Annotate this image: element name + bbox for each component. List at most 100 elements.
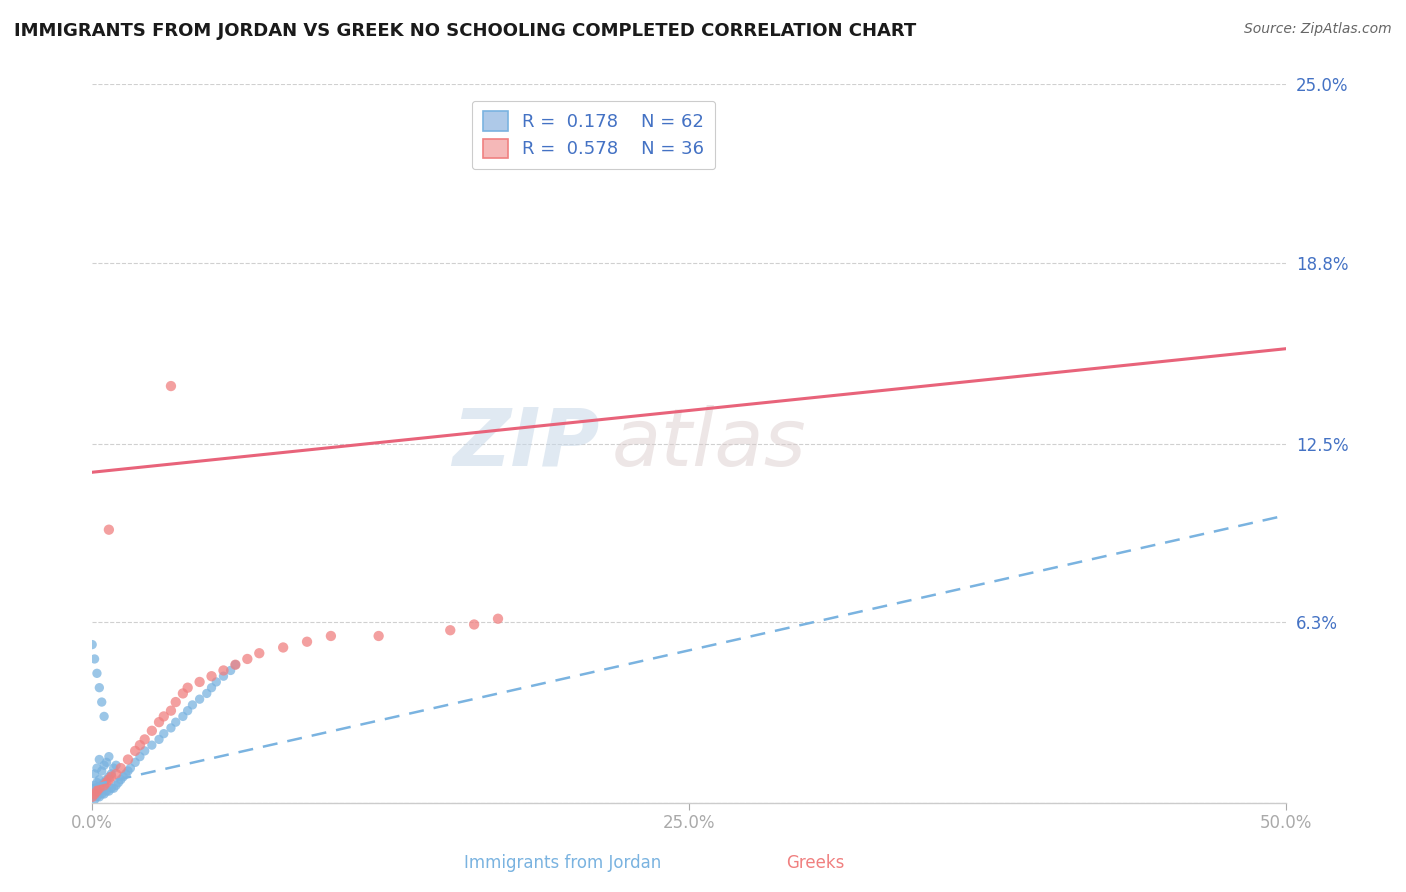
Point <box>200 669 222 683</box>
Point <box>152 709 174 723</box>
Point <box>97 523 120 537</box>
Point <box>134 732 156 747</box>
Point <box>224 657 246 672</box>
Point <box>172 686 194 700</box>
Point <box>124 756 146 770</box>
Point <box>105 758 128 772</box>
Point <box>160 721 183 735</box>
Point <box>93 709 115 723</box>
Point <box>219 664 242 678</box>
Point <box>205 675 228 690</box>
Point <box>83 778 105 792</box>
Point <box>224 657 246 672</box>
Point <box>172 709 194 723</box>
Point <box>271 640 294 655</box>
Point <box>439 624 461 638</box>
Point <box>100 781 122 796</box>
Point <box>89 784 111 798</box>
Point <box>83 652 105 666</box>
Point <box>124 744 146 758</box>
Point <box>160 704 183 718</box>
Point <box>105 767 128 781</box>
Point <box>148 732 170 747</box>
Point <box>100 770 122 784</box>
Point <box>141 738 163 752</box>
Point <box>165 695 187 709</box>
Point <box>486 612 509 626</box>
Point <box>96 784 118 798</box>
Text: IMMIGRANTS FROM JORDAN VS GREEK NO SCHOOLING COMPLETED CORRELATION CHART: IMMIGRANTS FROM JORDAN VS GREEK NO SCHOO… <box>14 22 917 40</box>
Point <box>188 692 211 706</box>
Point <box>141 723 163 738</box>
Point <box>176 704 198 718</box>
Point <box>295 634 318 648</box>
Point <box>152 726 174 740</box>
Point <box>96 775 118 789</box>
Point <box>93 758 115 772</box>
Point <box>83 767 105 781</box>
Point <box>86 784 108 798</box>
Point <box>82 789 104 804</box>
Point <box>103 761 125 775</box>
Point <box>83 787 105 801</box>
Point <box>134 744 156 758</box>
Point <box>97 784 120 798</box>
Text: ZIP: ZIP <box>453 404 599 483</box>
Point <box>97 772 120 787</box>
Point <box>188 675 211 690</box>
Point <box>236 652 259 666</box>
Point <box>93 787 115 801</box>
Point <box>90 695 112 709</box>
Point <box>176 681 198 695</box>
Point <box>90 787 112 801</box>
Point <box>82 789 104 804</box>
Point <box>86 784 108 798</box>
Point <box>83 787 105 801</box>
Point <box>195 686 218 700</box>
Point <box>181 698 204 712</box>
Point <box>100 767 122 781</box>
Legend: R =  0.178    N = 62, R =  0.578    N = 36: R = 0.178 N = 62, R = 0.578 N = 36 <box>472 101 716 169</box>
Point <box>148 715 170 730</box>
Point <box>97 749 120 764</box>
Point <box>114 767 136 781</box>
Point <box>93 778 115 792</box>
Point <box>90 764 112 778</box>
Point <box>160 379 183 393</box>
Point <box>89 789 111 804</box>
Point <box>110 772 132 787</box>
Point <box>89 681 111 695</box>
Point <box>319 629 342 643</box>
Point <box>103 781 125 796</box>
Point <box>89 781 111 796</box>
Point <box>247 646 270 660</box>
Point <box>93 775 115 789</box>
Point <box>107 775 129 789</box>
Point <box>117 764 139 778</box>
Text: Source: ZipAtlas.com: Source: ZipAtlas.com <box>1244 22 1392 37</box>
Point <box>86 775 108 789</box>
Point <box>82 781 104 796</box>
Point <box>82 638 104 652</box>
Point <box>83 793 105 807</box>
Point <box>97 770 120 784</box>
Point <box>86 789 108 804</box>
Point <box>89 772 111 787</box>
Point <box>129 738 152 752</box>
Point <box>86 666 108 681</box>
Point <box>89 752 111 766</box>
Point <box>112 770 135 784</box>
Point <box>165 715 187 730</box>
Point <box>367 629 389 643</box>
Text: Immigrants from Jordan: Immigrants from Jordan <box>464 855 661 872</box>
Point <box>110 761 132 775</box>
Point <box>96 756 118 770</box>
Point <box>129 749 152 764</box>
Point <box>96 772 118 787</box>
Point <box>463 617 485 632</box>
Point <box>117 752 139 766</box>
Point <box>120 761 142 775</box>
Point <box>200 681 222 695</box>
Point <box>86 761 108 775</box>
Text: Greeks: Greeks <box>786 855 845 872</box>
